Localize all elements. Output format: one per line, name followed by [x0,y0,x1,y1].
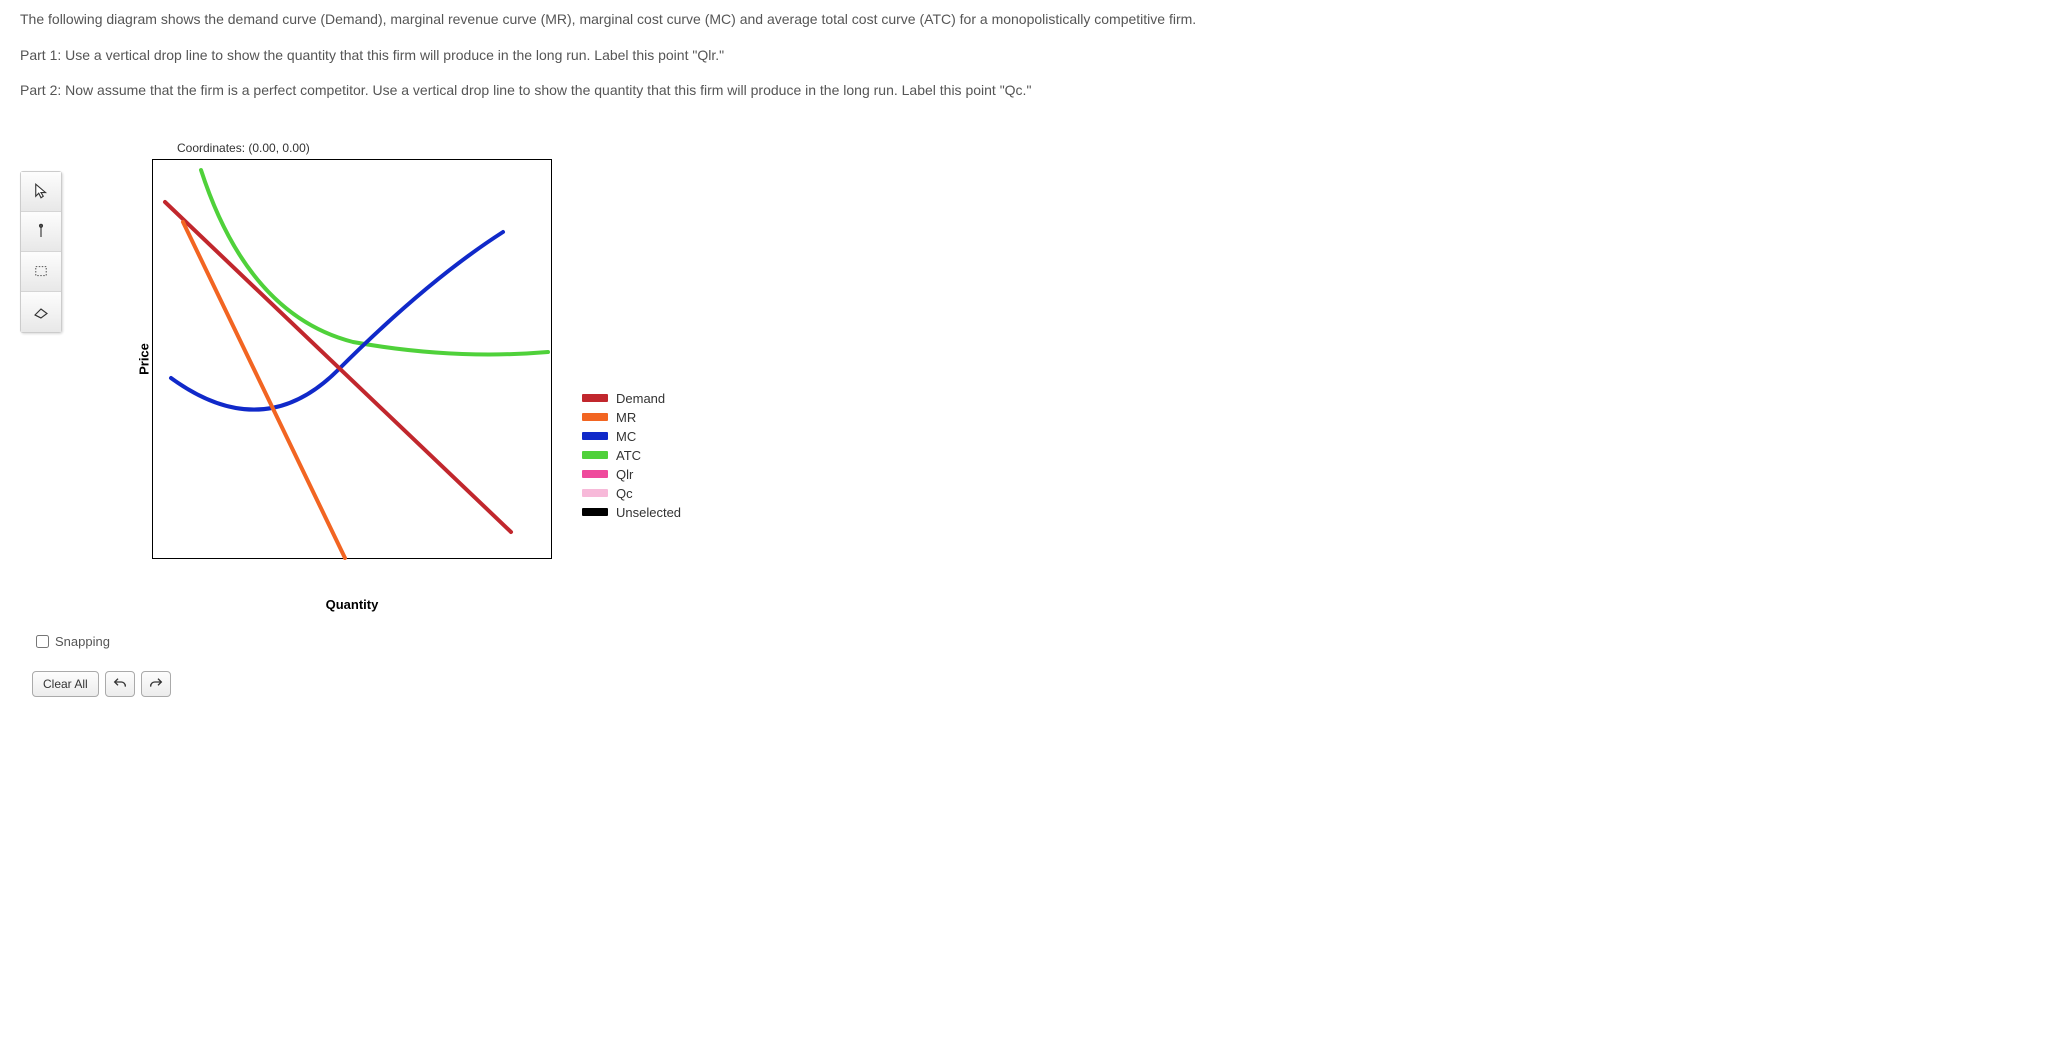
chart-column: Coordinates: (0.00, 0.00) Price Quantity [122,141,552,697]
legend-swatch [582,394,608,402]
legend-swatch [582,451,608,459]
pointer-icon [32,182,50,200]
y-axis-label: Price [136,343,151,375]
plot-svg [153,160,553,560]
demand-curve [165,202,511,532]
plot-area[interactable] [152,159,552,559]
graph-toolbar [20,171,62,333]
legend-label: Demand [616,391,665,406]
question-text: The following diagram shows the demand c… [20,10,1440,101]
legend-label: MR [616,410,636,425]
legend-item: MC [582,429,681,444]
chart-legend: Demand MR MC ATC Qlr Qc Unselected [582,391,681,524]
coordinates-readout: Coordinates: (0.00, 0.00) [177,141,552,155]
clear-all-button[interactable]: Clear All [32,671,99,697]
legend-item: Demand [582,391,681,406]
dropline-tool-button[interactable] [21,212,61,252]
legend-swatch [582,470,608,478]
below-controls: Snapping Clear All [32,632,552,697]
chart-wrap: Price [122,159,552,559]
region-tool-button[interactable] [21,252,61,292]
legend-item: Unselected [582,505,681,520]
legend-label: Unselected [616,505,681,520]
undo-icon [112,676,128,692]
atc-curve [201,170,548,354]
legend-swatch [582,432,608,440]
chart-block: Coordinates: (0.00, 0.00) Price Quantity [122,141,552,612]
button-row: Clear All [32,671,552,697]
snapping-toggle[interactable]: Snapping [32,632,552,651]
legend-label: ATC [616,448,641,463]
question-intro: The following diagram shows the demand c… [20,10,1440,30]
legend-label: Qc [616,486,633,501]
legend-item: ATC [582,448,681,463]
graph-workspace: Coordinates: (0.00, 0.00) Price Quantity [20,141,2026,697]
undo-button[interactable] [105,671,135,697]
legend-swatch [582,508,608,516]
snapping-label: Snapping [55,634,110,649]
snapping-checkbox[interactable] [36,635,49,648]
eraser-icon [32,303,50,321]
legend-label: MC [616,429,636,444]
legend-swatch [582,489,608,497]
redo-icon [148,676,164,692]
eraser-tool-button[interactable] [21,292,61,332]
question-part1: Part 1: Use a vertical drop line to show… [20,46,1440,66]
legend-item: Qlr [582,467,681,482]
pointer-tool-button[interactable] [21,172,61,212]
rectangle-icon [32,262,50,280]
redo-button[interactable] [141,671,171,697]
question-part2: Part 2: Now assume that the firm is a pe… [20,81,1440,101]
mr-curve [183,222,345,558]
legend-item: MR [582,410,681,425]
legend-item: Qc [582,486,681,501]
dropline-icon [32,222,50,240]
mc-curve [171,232,503,410]
ylabel-holder: Price [122,159,152,559]
legend-swatch [582,413,608,421]
x-axis-label: Quantity [152,597,552,612]
legend-label: Qlr [616,467,633,482]
